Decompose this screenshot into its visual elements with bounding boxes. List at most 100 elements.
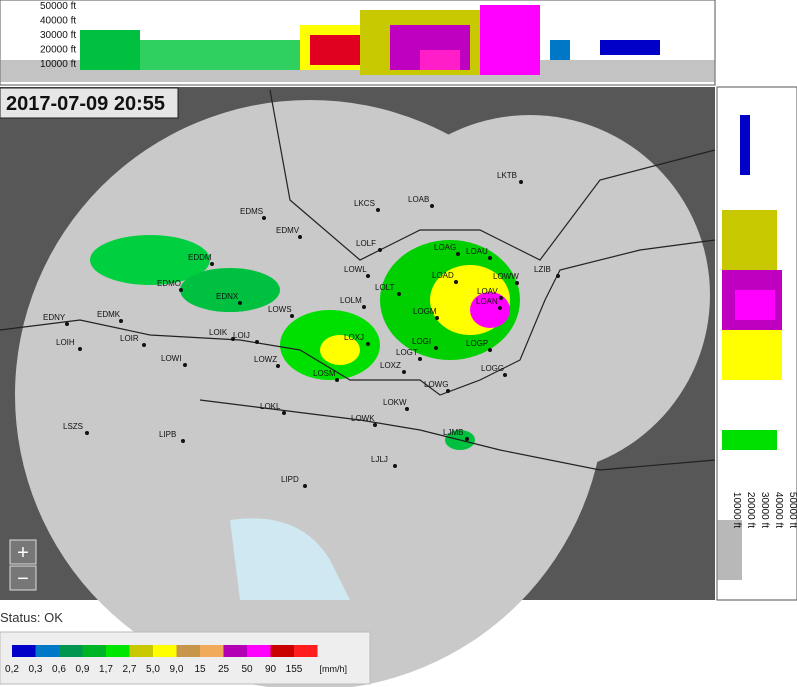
legend-swatch <box>176 645 200 657</box>
station-label: LZIB <box>534 265 551 274</box>
station-label: LOGP <box>466 339 488 348</box>
legend-label: 5,0 <box>146 664 160 675</box>
station-label: EDMV <box>276 226 300 235</box>
station-dot <box>282 411 286 415</box>
station-label: LOWK <box>351 414 375 423</box>
station-dot <box>376 208 380 212</box>
station-dot <box>303 484 307 488</box>
station-label: LOWZ <box>254 355 277 364</box>
station-label: LOIK <box>209 328 228 337</box>
station-label: LKTB <box>497 171 517 180</box>
legend-swatch <box>12 645 36 657</box>
precip <box>90 235 520 450</box>
legend-label: 0,2 <box>5 664 19 675</box>
station-label: LJLJ <box>371 455 388 464</box>
station-dot <box>499 296 503 300</box>
station-dot <box>456 252 460 256</box>
legend-label: 50 <box>241 664 253 675</box>
timestamp-box <box>0 87 179 119</box>
station-dot <box>65 322 69 326</box>
station-label: EDNX <box>216 292 239 301</box>
station-dot <box>435 316 439 320</box>
legend-unit: [mm/h] <box>320 664 348 674</box>
station-label: LOWG <box>424 380 448 389</box>
station-label: LOIH <box>56 338 75 347</box>
station-dot <box>78 347 82 351</box>
station-label: LOAU <box>466 247 488 256</box>
station-label: LOAN <box>476 297 498 306</box>
altitude-label: 20000 ft <box>745 492 756 528</box>
top-labels: 50000 ft 40000 ft 30000 ft 20000 ft 10000 ft <box>40 1 76 70</box>
station-label: LSZS <box>63 422 83 431</box>
legend-label: 0,9 <box>76 664 90 675</box>
station-dot <box>373 423 377 427</box>
station-label: LOGM <box>413 307 437 316</box>
station-label: LJMB <box>443 428 463 437</box>
station-dot <box>85 431 89 435</box>
station-label: LOAB <box>408 195 429 204</box>
station-dot <box>430 204 434 208</box>
zoom-in-label[interactable]: + <box>17 542 29 564</box>
station-dot <box>366 274 370 278</box>
zoom-in[interactable] <box>9 539 37 565</box>
legend-label: 2,7 <box>123 664 137 675</box>
legend-label: 1,7 <box>99 664 113 675</box>
legend <box>0 631 371 685</box>
altitude-label: 40000 ft <box>40 16 76 27</box>
station-dot <box>366 342 370 346</box>
legend-label: 155 <box>286 664 303 675</box>
station-label: LOXJ <box>344 333 364 342</box>
zoom-out-label[interactable]: − <box>17 568 29 590</box>
station-label: LOKW <box>383 398 407 407</box>
station-label: EDDM <box>188 253 212 262</box>
station-dot <box>397 292 401 296</box>
top-echoes <box>80 5 660 75</box>
station-label: LOIR <box>120 334 139 343</box>
legend-swatch <box>106 645 130 657</box>
altitude-label: 30000 ft <box>759 492 770 528</box>
station-dot <box>378 248 382 252</box>
station-label: LOKL <box>260 402 281 411</box>
legend-label: 15 <box>194 664 206 675</box>
station-dot <box>488 348 492 352</box>
station-dot <box>210 262 214 266</box>
altitude-label: 10000 ft <box>731 492 742 528</box>
legend-swatch <box>223 645 247 657</box>
station-dot <box>119 319 123 323</box>
station-label: LIPB <box>159 430 176 439</box>
station-label: LOWW <box>493 272 519 281</box>
legend-label: 90 <box>265 664 277 675</box>
station-dot <box>556 274 560 278</box>
zoom-out[interactable] <box>9 565 37 591</box>
station-label: EDNY <box>43 313 66 322</box>
station-label: LOWL <box>344 265 367 274</box>
legend-swatch <box>82 645 106 657</box>
station-label: LOSM <box>313 369 336 378</box>
station-dot <box>362 305 366 309</box>
legend-swatch <box>35 645 59 657</box>
station-dot <box>181 439 185 443</box>
altitude-label: 30000 ft <box>40 30 76 41</box>
legend-swatch <box>247 645 271 657</box>
station-dot <box>238 301 242 305</box>
station-dot <box>276 364 280 368</box>
legend-label: 9,0 <box>170 664 184 675</box>
station-label: LOIJ <box>233 331 250 340</box>
station-dot <box>515 281 519 285</box>
legend-swatch <box>294 645 318 657</box>
station-dot <box>405 407 409 411</box>
legend-label: 25 <box>218 664 230 675</box>
station-dot <box>519 180 523 184</box>
station-label: LOAD <box>432 271 454 280</box>
station-label: LOXZ <box>380 361 401 370</box>
station-label: LOWS <box>268 305 292 314</box>
station-label: LOGT <box>396 348 418 357</box>
legend-swatch <box>59 645 83 657</box>
altitude-label: 10000 ft <box>40 59 76 70</box>
station-label: LOLT <box>375 283 395 292</box>
legend-label: 0,3 <box>29 664 43 675</box>
station-dot <box>262 216 266 220</box>
station-dot <box>335 378 339 382</box>
